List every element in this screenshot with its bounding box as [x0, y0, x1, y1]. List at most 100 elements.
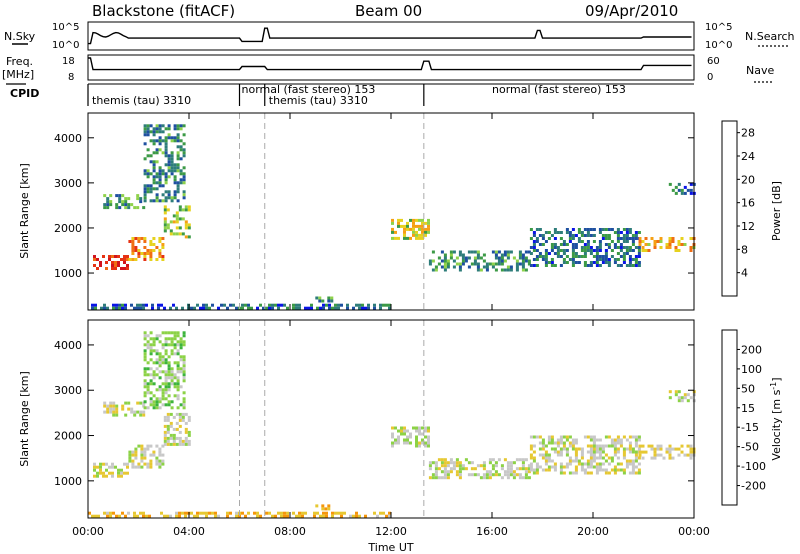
echo-cell: [406, 441, 409, 445]
echo-cell: [164, 349, 168, 353]
echo-cell: [114, 264, 117, 267]
echo-cell: [544, 255, 548, 258]
echo-cell: [182, 379, 186, 383]
echo-cell: [595, 261, 599, 264]
echo-cell: [641, 456, 645, 460]
echo-band: [428, 250, 531, 272]
echo-cell: [152, 370, 156, 374]
echo-cell: [182, 151, 186, 155]
x-tick-label: 20:00: [577, 525, 609, 538]
echo-cell: [598, 465, 602, 469]
echo-cell: [625, 465, 629, 469]
echo-cell: [659, 246, 663, 249]
echo-cell: [556, 441, 560, 445]
echo-cell: [580, 456, 584, 460]
echo-cell: [114, 267, 117, 270]
echo-cell: [143, 184, 147, 188]
echo-cell: [580, 249, 584, 252]
echo-cell: [455, 256, 459, 260]
echo-cell: [155, 196, 159, 200]
echo-band: [103, 194, 146, 210]
echo-cell: [415, 426, 418, 430]
echo-cell: [580, 231, 584, 234]
echo-cell: [179, 145, 183, 149]
echo-cell: [485, 268, 489, 272]
echo-cell: [184, 427, 188, 431]
echo-cell: [532, 444, 536, 448]
echo-cell: [173, 352, 177, 356]
echo-cell: [170, 157, 174, 161]
echo-cell: [131, 450, 135, 454]
echo-cell: [142, 514, 145, 518]
echo-cell: [503, 250, 507, 254]
x-tick-label: 04:00: [173, 525, 205, 538]
echo-cell: [595, 447, 599, 451]
echo-cell: [571, 447, 575, 451]
echo-cell: [607, 234, 611, 237]
echo-cell: [689, 396, 693, 400]
echo-cell: [565, 231, 569, 234]
echo-cell: [146, 175, 150, 179]
echo-cell: [161, 139, 165, 143]
echo-cell: [181, 415, 185, 419]
echo-cell: [634, 456, 638, 460]
echo-cell: [473, 250, 477, 254]
echo-cell: [181, 418, 185, 422]
echo-cell: [126, 258, 129, 261]
echo-cell: [529, 453, 533, 457]
echo-cell: [613, 468, 617, 472]
echo-cell: [247, 511, 250, 515]
echo-cell: [403, 227, 406, 231]
echo-cell: [163, 223, 167, 227]
echo-cell: [628, 471, 632, 475]
echo-cell: [140, 450, 144, 454]
echo-cell: [544, 231, 548, 234]
echo-cell: [202, 303, 205, 307]
echo-cell: [653, 456, 657, 460]
echo-cell: [182, 331, 186, 335]
echo-cell: [616, 246, 620, 249]
echo-cell: [631, 465, 635, 469]
echo-cell: [187, 205, 191, 209]
echo-cell: [589, 264, 593, 267]
echo-cell: [142, 413, 146, 417]
echo-cell: [644, 237, 648, 240]
echo-cell: [598, 447, 602, 451]
echo-cell: [427, 221, 430, 225]
echo-cell: [173, 124, 177, 128]
echo-cell: [91, 514, 94, 518]
echo-cell: [625, 264, 629, 267]
echo-cell: [143, 343, 147, 347]
cpid-segment-label: themis (tau) 3310: [269, 94, 368, 107]
echo-cell: [458, 265, 462, 269]
echo-cell: [427, 435, 430, 439]
echo-cell: [145, 303, 148, 307]
echo-cell: [571, 246, 575, 249]
echo-cell: [167, 331, 171, 335]
echo-cell: [170, 370, 174, 374]
echo-cell: [677, 240, 681, 243]
echo-cell: [146, 447, 150, 451]
echo-cell: [120, 258, 123, 261]
echo-cell: [577, 261, 581, 264]
echo-cell: [149, 331, 153, 335]
echo-cell: [634, 264, 638, 267]
echo-cell: [176, 343, 180, 347]
echo-cell: [223, 303, 226, 307]
echo-cell: [415, 441, 418, 445]
echo-cell: [428, 262, 432, 266]
echo-cell: [163, 418, 167, 422]
echo-cell: [155, 139, 159, 143]
echo-cell: [325, 511, 328, 515]
echo-cell: [99, 468, 102, 472]
echo-cell: [400, 218, 403, 222]
echo-cell: [421, 218, 424, 222]
echo-cell: [176, 385, 180, 389]
echo-cell: [607, 258, 611, 261]
echo-cell: [158, 181, 162, 185]
echo-cell: [668, 396, 672, 400]
echo-cell: [403, 230, 406, 234]
echo-cell: [562, 441, 566, 445]
velocity-ylabel: Slant Range [km]: [18, 371, 31, 467]
echo-cell: [112, 511, 115, 515]
